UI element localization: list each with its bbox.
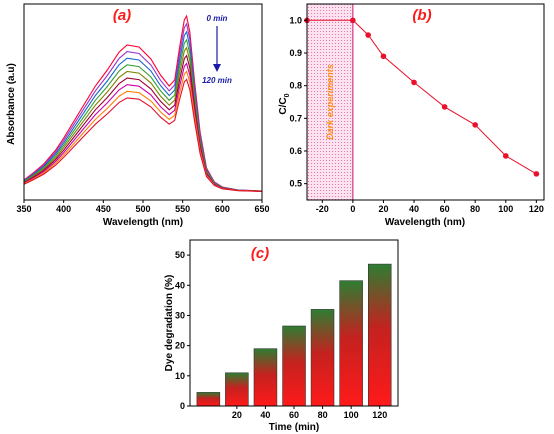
degradation-bar xyxy=(253,348,278,407)
cc0-point xyxy=(441,104,448,110)
x-tick-label: 120 xyxy=(372,410,387,420)
y-axis-label-a: Absorbance (a.u) xyxy=(6,63,17,145)
panel-label-a: (a) xyxy=(113,7,131,24)
x-tick-label: 20 xyxy=(378,204,388,214)
x-tick-label: 100 xyxy=(498,204,513,214)
dark-region-label: Dark experiments xyxy=(325,64,335,140)
spectrum-curve xyxy=(23,46,263,192)
x-tick-label: 60 xyxy=(440,204,450,214)
y-tick-label: 0.6 xyxy=(289,146,302,156)
cc0-series xyxy=(304,17,540,177)
x-tick-label: 450 xyxy=(96,204,111,214)
chart-a: 350 400 450 500 550 600 650 (a) 0 min 120 min … xyxy=(6,3,270,228)
time-arrow-head xyxy=(213,64,221,72)
y-tick-label: 20 xyxy=(175,341,185,351)
x-tick-label: 600 xyxy=(215,204,230,214)
spectrum-curve xyxy=(23,22,263,192)
degradation-bar xyxy=(339,280,363,407)
y-axis-label-b-sub: 0 xyxy=(284,93,291,97)
y-tick-label: 40 xyxy=(175,280,185,290)
x-tick-label: 60 xyxy=(289,410,299,420)
plot-frame-b xyxy=(306,3,545,201)
absorbance-curves xyxy=(23,14,263,192)
degradation-bar xyxy=(225,372,249,407)
annotation-end: 120 min xyxy=(202,76,232,85)
degradation-bar xyxy=(310,309,335,407)
x-tick-label: 0 xyxy=(350,204,355,214)
cc0-point xyxy=(350,17,356,24)
y-ticks-b: 0.5 0.6 0.7 0.8 0.9 1.0 xyxy=(289,15,307,189)
cc0-point xyxy=(411,79,417,86)
panel-label-b: (b) xyxy=(412,7,431,24)
y-tick-label: 0.5 xyxy=(289,179,302,189)
chart-c: 20 40 60 80 100 120 0 10 20 30 40 50 (c) Time (min… xyxy=(164,239,399,433)
x-ticks-b: -20 0 20 40 60 80 100 120 xyxy=(316,200,544,214)
y-tick-label: 10 xyxy=(175,371,185,381)
x-tick-label: 20 xyxy=(232,410,242,420)
x-tick-label: 40 xyxy=(409,204,419,214)
x-tick-label: 120 xyxy=(529,204,544,214)
x-axis-label-c: Time (min) xyxy=(269,422,319,433)
y-tick-label: 0.7 xyxy=(289,113,302,123)
y-tick-label: 50 xyxy=(175,250,185,260)
y-axis-label-b: C/C0 xyxy=(278,93,291,114)
x-tick-label: 100 xyxy=(344,410,359,420)
x-tick-label: -20 xyxy=(316,204,329,214)
degradation-bar xyxy=(196,392,221,407)
y-tick-label: 0.8 xyxy=(289,81,302,91)
y-tick-label: 0.9 xyxy=(289,48,302,58)
y-tick-label: 30 xyxy=(175,310,185,320)
x-axis-label-a: Wavelength (nm) xyxy=(103,217,183,228)
degradation-bars xyxy=(196,263,392,407)
x-ticks-a: 350 400 450 500 550 600 650 xyxy=(16,200,270,214)
x-tick-label: 350 xyxy=(16,204,31,214)
y-axis-label-b-text: C/C0 xyxy=(278,93,291,114)
x-ticks-c: 20 40 60 80 100 120 xyxy=(232,406,387,420)
y-axis-label-c: Dye degradation (%) xyxy=(164,275,175,372)
x-tick-label: 80 xyxy=(470,204,480,214)
degradation-bar xyxy=(282,325,306,407)
x-tick-label: 650 xyxy=(254,204,269,214)
x-tick-label: 40 xyxy=(260,410,270,420)
spectrum-curve xyxy=(23,38,263,192)
x-axis-label-b: Wavelength (nm) xyxy=(385,217,465,228)
cc0-point xyxy=(533,171,540,177)
y-tick-label: 1.0 xyxy=(289,15,302,25)
y-ticks-c: 0 10 20 30 40 50 xyxy=(175,250,190,411)
degradation-bar xyxy=(368,263,392,407)
cc0-point xyxy=(365,32,371,38)
spectrum-curve xyxy=(23,30,263,192)
dark-region xyxy=(306,3,354,201)
spectrum-curve xyxy=(23,14,263,192)
x-tick-label: 500 xyxy=(135,204,150,214)
x-tick-label: 80 xyxy=(318,410,328,420)
spectrum-curve xyxy=(23,78,263,192)
x-tick-label: 400 xyxy=(56,204,71,214)
cc0-point xyxy=(380,53,387,60)
y-axis-label-b-main: C/C xyxy=(278,97,289,114)
x-tick-label: 550 xyxy=(175,204,190,214)
chart-b: Dark experiments -20 0 20 40 60 80 100 120 0.50… xyxy=(278,3,545,228)
y-tick-label: 0 xyxy=(180,401,185,411)
annotation-start: 0 min xyxy=(207,14,228,23)
cc0-point xyxy=(472,122,478,128)
cc0-point xyxy=(502,153,509,159)
panel-label-c: (c) xyxy=(251,245,269,262)
